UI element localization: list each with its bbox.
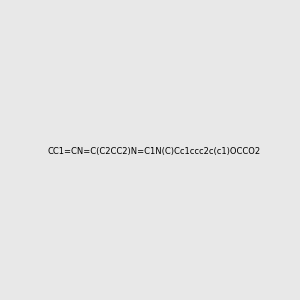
Text: CC1=CN=C(C2CC2)N=C1N(C)Cc1ccc2c(c1)OCCO2: CC1=CN=C(C2CC2)N=C1N(C)Cc1ccc2c(c1)OCCO2 — [47, 147, 260, 156]
